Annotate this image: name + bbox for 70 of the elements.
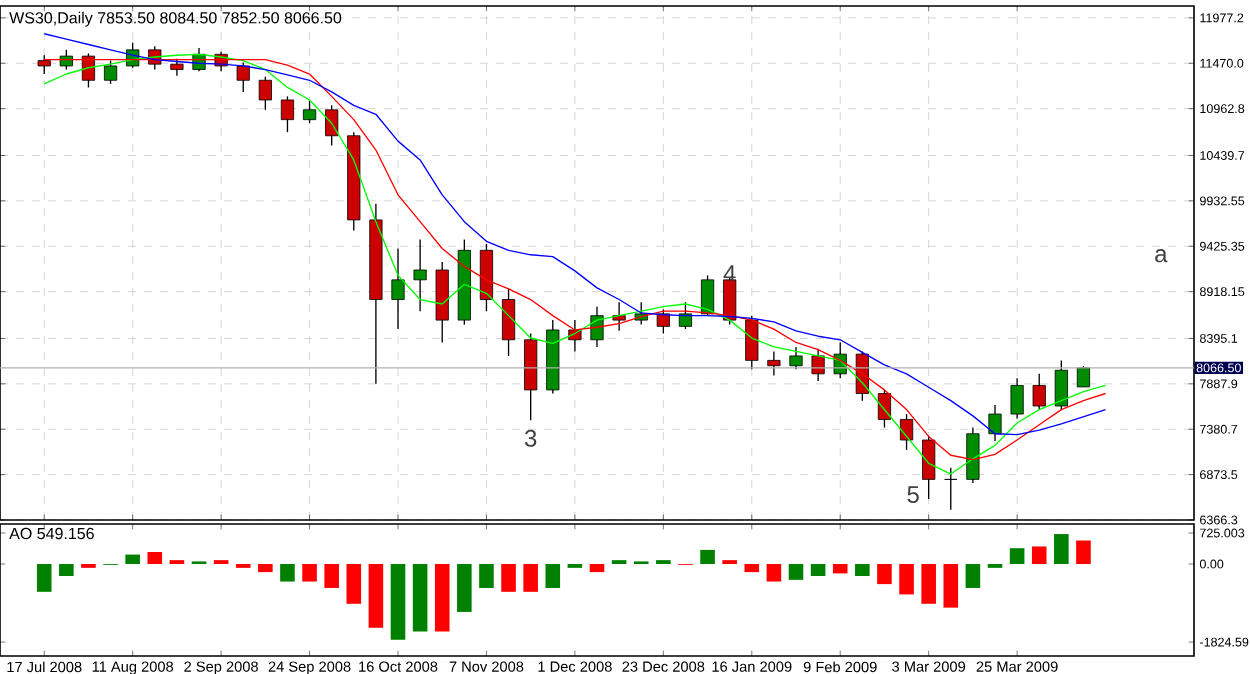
candlestick <box>413 238 427 312</box>
bar <box>280 564 295 582</box>
candlestick <box>877 389 892 429</box>
bar <box>589 564 605 573</box>
bar <box>147 552 163 564</box>
bar <box>1054 534 1069 564</box>
bar <box>1009 548 1025 564</box>
candlestick <box>391 247 405 330</box>
candlestick <box>236 61 250 93</box>
candlestick <box>280 95 295 133</box>
candlestick <box>656 308 670 335</box>
annotation: 4 <box>723 265 736 282</box>
annotation: a <box>1155 249 1168 263</box>
bar <box>1076 540 1091 564</box>
candlestick <box>1076 365 1091 388</box>
candlestick <box>325 104 339 147</box>
candlestick <box>899 413 914 451</box>
candlestick <box>922 435 936 500</box>
bar <box>788 564 804 580</box>
candlestick <box>612 301 626 332</box>
bar <box>390 564 406 640</box>
bar <box>965 564 981 588</box>
candlestick <box>811 348 825 382</box>
chart-title: WS30,Daily 7853.50 8084.50 7852.50 8066.50 <box>9 11 342 27</box>
bar <box>766 564 782 582</box>
candlestick <box>1010 377 1024 420</box>
annotation: 3 <box>524 429 537 447</box>
candlestick <box>37 54 51 75</box>
annotation: 5 <box>907 486 919 503</box>
bar <box>899 564 914 595</box>
bar <box>943 564 959 608</box>
candlestick <box>501 288 516 357</box>
candlestick <box>103 59 118 85</box>
bar <box>368 564 384 628</box>
bar <box>302 564 317 582</box>
bar <box>36 564 52 592</box>
bar <box>744 564 760 573</box>
candlestick <box>678 301 693 330</box>
candlestick <box>59 49 73 71</box>
bar <box>125 554 140 564</box>
candlestick <box>944 467 958 511</box>
bar <box>324 564 339 588</box>
bar <box>434 564 450 632</box>
bar <box>545 564 561 588</box>
bar <box>700 549 715 564</box>
bar <box>258 564 273 573</box>
bar <box>479 564 494 588</box>
bar <box>346 564 362 604</box>
bar <box>59 564 74 576</box>
bar <box>855 564 870 576</box>
bar <box>921 564 936 604</box>
candlestick <box>767 350 781 377</box>
candlestick <box>789 346 803 370</box>
bar <box>877 564 892 585</box>
candlestick <box>302 100 317 124</box>
bar <box>412 564 428 632</box>
bar <box>832 564 848 574</box>
candlestick <box>966 426 980 484</box>
bar <box>1031 546 1047 564</box>
candlestick <box>1054 359 1068 411</box>
chart-title: AO 549.156 <box>9 527 94 540</box>
bar <box>810 564 826 576</box>
bar <box>523 564 538 592</box>
candlestick <box>1032 373 1046 411</box>
bar <box>501 564 516 592</box>
candlestick <box>988 404 1002 442</box>
candlestick <box>258 76 272 111</box>
bar <box>457 564 472 612</box>
candlestick <box>700 274 715 317</box>
candlestick <box>745 314 759 370</box>
